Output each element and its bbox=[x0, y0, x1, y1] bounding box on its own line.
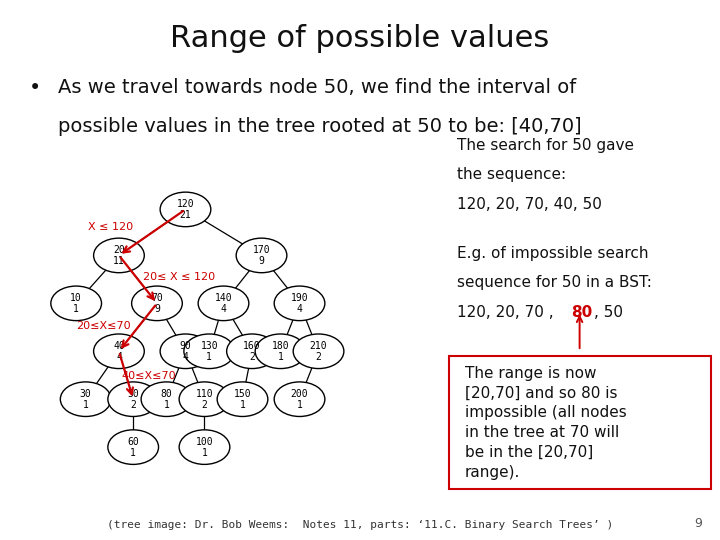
Text: 180
1: 180 1 bbox=[271, 341, 289, 362]
Ellipse shape bbox=[60, 382, 111, 416]
Text: 10
1: 10 1 bbox=[71, 293, 82, 314]
Text: 160
2: 160 2 bbox=[243, 341, 261, 362]
Text: possible values in the tree rooted at 50 to be: [40,70]: possible values in the tree rooted at 50… bbox=[58, 117, 581, 136]
Text: 190
4: 190 4 bbox=[291, 293, 308, 314]
Text: 130
1: 130 1 bbox=[200, 341, 218, 362]
Text: 90
4: 90 4 bbox=[179, 341, 192, 362]
Text: 150
1: 150 1 bbox=[234, 389, 251, 410]
Text: 140
4: 140 4 bbox=[215, 293, 233, 314]
Text: 200
1: 200 1 bbox=[291, 389, 308, 410]
Ellipse shape bbox=[108, 430, 158, 464]
Text: 210
2: 210 2 bbox=[310, 341, 328, 362]
Text: 110
2: 110 2 bbox=[196, 389, 213, 410]
Text: The range is now
[20,70] and so 80 is
impossible (all nodes
in the tree at 70 wi: The range is now [20,70] and so 80 is im… bbox=[465, 366, 627, 480]
Text: E.g. of impossible search: E.g. of impossible search bbox=[457, 246, 649, 261]
Text: 60
1: 60 1 bbox=[127, 437, 139, 457]
Text: As we travel towards node 50, we find the interval of: As we travel towards node 50, we find th… bbox=[58, 78, 576, 97]
Text: 20≤ X ≤ 120: 20≤ X ≤ 120 bbox=[143, 272, 215, 281]
Ellipse shape bbox=[141, 382, 192, 416]
Text: 80: 80 bbox=[571, 305, 593, 320]
Text: 50
2: 50 2 bbox=[127, 389, 139, 410]
Text: 120
21: 120 21 bbox=[176, 199, 194, 220]
Text: the sequence:: the sequence: bbox=[457, 167, 567, 183]
Ellipse shape bbox=[108, 382, 158, 416]
FancyBboxPatch shape bbox=[449, 356, 711, 489]
Ellipse shape bbox=[160, 192, 211, 227]
Ellipse shape bbox=[184, 334, 235, 368]
Ellipse shape bbox=[255, 334, 306, 368]
Text: 40≤X≤70: 40≤X≤70 bbox=[121, 371, 176, 381]
Ellipse shape bbox=[217, 382, 268, 416]
Ellipse shape bbox=[179, 430, 230, 464]
Text: 70
9: 70 9 bbox=[151, 293, 163, 314]
Text: 80
1: 80 1 bbox=[161, 389, 172, 410]
Text: 30
1: 30 1 bbox=[80, 389, 91, 410]
Ellipse shape bbox=[160, 334, 211, 368]
Ellipse shape bbox=[94, 334, 144, 368]
Text: Range of possible values: Range of possible values bbox=[171, 24, 549, 53]
Ellipse shape bbox=[274, 286, 325, 321]
Ellipse shape bbox=[236, 238, 287, 273]
Ellipse shape bbox=[132, 286, 182, 321]
Text: 40
4: 40 4 bbox=[113, 341, 125, 362]
Text: The search for 50 gave: The search for 50 gave bbox=[457, 138, 634, 153]
Text: 20
11: 20 11 bbox=[113, 245, 125, 266]
Text: •: • bbox=[29, 78, 41, 98]
Ellipse shape bbox=[94, 238, 144, 273]
Text: , 50: , 50 bbox=[594, 305, 623, 320]
Text: sequence for 50 in a BST:: sequence for 50 in a BST: bbox=[457, 275, 652, 291]
Ellipse shape bbox=[179, 382, 230, 416]
Text: 120, 20, 70 ,: 120, 20, 70 , bbox=[457, 305, 559, 320]
Ellipse shape bbox=[198, 286, 249, 321]
Ellipse shape bbox=[274, 382, 325, 416]
Text: (tree image: Dr. Bob Weems:  Notes 11, parts: ‘11.C. Binary Search Trees’ ): (tree image: Dr. Bob Weems: Notes 11, pa… bbox=[107, 520, 613, 530]
Text: 100
1: 100 1 bbox=[196, 437, 213, 457]
Text: 170
9: 170 9 bbox=[253, 245, 270, 266]
Text: 20≤X≤70: 20≤X≤70 bbox=[76, 321, 131, 332]
Text: X ≤ 120: X ≤ 120 bbox=[88, 221, 133, 232]
Text: 120, 20, 70, 40, 50: 120, 20, 70, 40, 50 bbox=[457, 197, 602, 212]
Ellipse shape bbox=[227, 334, 277, 368]
Ellipse shape bbox=[293, 334, 344, 368]
Text: 9: 9 bbox=[694, 517, 702, 530]
Ellipse shape bbox=[51, 286, 102, 321]
